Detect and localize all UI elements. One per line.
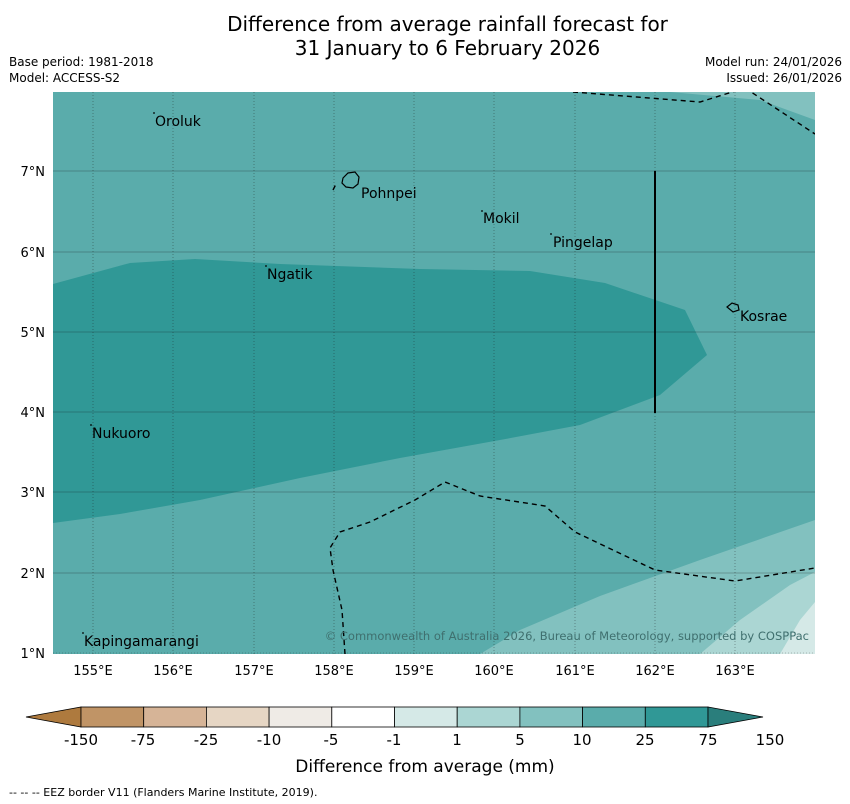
colorbar-tick: 10 (572, 731, 591, 749)
band-75-150 (53, 259, 707, 523)
lon-tick-161: 161°E (555, 664, 595, 679)
colorbar-label: Difference from average (mm) (295, 757, 554, 777)
lon-tick-157: 157°E (234, 664, 274, 679)
place-pingelap: Pingelap (553, 235, 613, 251)
colorbar-swatch (582, 706, 646, 728)
atoll-markers (82, 112, 552, 634)
lat-tick-2: 2°N (21, 567, 46, 582)
lat-tick-4: 4°N (21, 406, 46, 421)
place-mokil: Mokil (483, 211, 520, 227)
colorbar-tick: -5 (324, 731, 339, 749)
colorbar-tick: 1 (452, 731, 462, 749)
band-5-10-bottom (700, 572, 815, 654)
colorbar-swatch (143, 706, 207, 728)
lat-tick-7: 7°N (21, 165, 46, 180)
colorbar-tick: 150 (756, 731, 785, 749)
issued-date: Issued: 26/01/2026 (726, 71, 842, 85)
colorbar-tick: 5 (515, 731, 525, 749)
colorbar-tick: -75 (131, 731, 156, 749)
colorbar-tick-labels: -150 -75 -25 -10 -5 -1 1 5 10 25 75 150 (64, 731, 784, 749)
colorbar (25, 706, 764, 728)
lon-tick-163: 163°E (715, 664, 755, 679)
lat-tick-1: 1°N (21, 647, 46, 662)
lat-tick-3: 3°N (21, 486, 46, 501)
colorbar-tick: -25 (194, 731, 219, 749)
lon-tick-160: 160°E (474, 664, 514, 679)
title-line-2: 31 January to 6 February 2026 (294, 36, 601, 60)
colorbar-tick: 75 (698, 731, 717, 749)
eez-borders (329, 92, 815, 654)
kosrae-island-outline (726, 302, 740, 313)
model-run: Model run: 24/01/2026 (704, 55, 842, 69)
place-nukuoro: Nukuoro (92, 426, 150, 442)
lat-tick-6: 6°N (21, 246, 46, 261)
band-10-25-bottom (480, 520, 815, 654)
map-area (53, 92, 815, 654)
lon-tick-159: 159°E (394, 664, 434, 679)
place-kapingamarangi: Kapingamarangi (84, 634, 199, 650)
colorbar-swatch (394, 706, 458, 728)
colorbar-swatch (331, 706, 395, 728)
lon-tick-162: 162°E (635, 664, 675, 679)
longitude-labels: 155°E 156°E 157°E 158°E 159°E 160°E 161°… (73, 664, 755, 679)
lon-tick-158: 158°E (314, 664, 354, 679)
colorbar-swatch (519, 706, 584, 728)
pohnpei-island-outline (341, 171, 360, 189)
colorbar-tick: 25 (635, 731, 654, 749)
band-1-5-bottom (780, 602, 815, 654)
colorbar-swatch (268, 706, 333, 728)
colorbar-tick: -150 (64, 731, 98, 749)
place-pohnpei: Pohnpei (361, 186, 417, 202)
band-10-25-top (670, 92, 815, 120)
latitude-labels: 7°N 6°N 5°N 4°N 3°N 2°N 1°N (21, 165, 46, 662)
place-oroluk: Oroluk (155, 114, 202, 130)
copyright-notice: © Commonwealth of Australia 2026, Bureau… (325, 629, 809, 643)
colorbar-extend-high (707, 706, 764, 728)
place-labels: Oroluk Pohnpei Mokil Pingelap Ngatik Kos… (84, 114, 787, 650)
colorbar-swatch (205, 706, 270, 728)
parallel-lines (53, 170, 815, 654)
model-name: Model: ACCESS-S2 (9, 71, 121, 85)
place-kosrae: Kosrae (740, 309, 787, 325)
colorbar-swatch (456, 706, 521, 728)
colorbar-extend-low (25, 706, 82, 728)
meta-left: Base period: 1981-2018 Model: ACCESS-S2 (9, 54, 154, 86)
colorbar-tick: -1 (387, 731, 402, 749)
base-period: Base period: 1981-2018 (9, 55, 154, 69)
title-line-1: Difference from average rainfall forecas… (227, 12, 668, 36)
lat-tick-5: 5°N (21, 326, 46, 341)
meta-right: Model run: 24/01/2026 Issued: 26/01/2026 (705, 54, 842, 86)
colorbar-tick: -10 (257, 731, 282, 749)
place-ngatik: Ngatik (267, 267, 313, 283)
colorbar-swatch (644, 706, 709, 728)
lon-tick-156: 156°E (153, 664, 193, 679)
map-title: Difference from average rainfall forecas… (0, 12, 850, 60)
colorbar-swatch (80, 706, 145, 728)
eez-footnote: -- -- -- EEZ border V11 (Flanders Marine… (9, 786, 318, 799)
lon-tick-155: 155°E (73, 664, 113, 679)
